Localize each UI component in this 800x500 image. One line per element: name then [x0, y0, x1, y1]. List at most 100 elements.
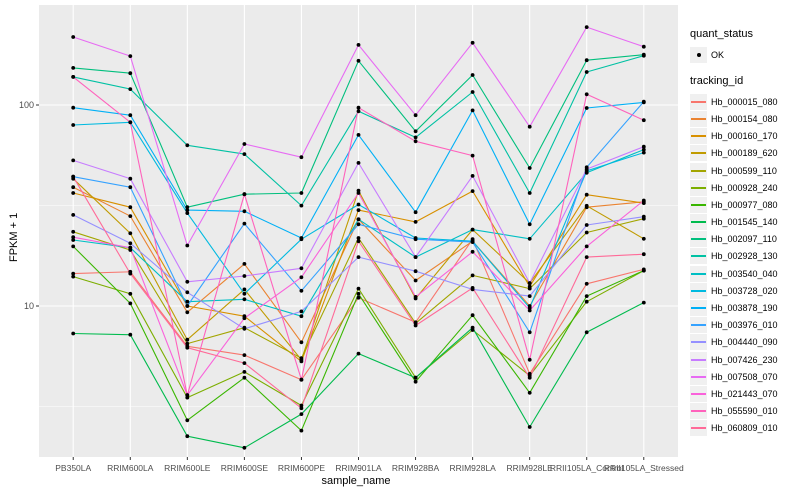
- data-point: [128, 214, 133, 219]
- line-swatch-icon: [690, 214, 707, 231]
- legend-item-label: Hb_000977_080: [711, 199, 778, 210]
- data-point: [641, 252, 646, 257]
- data-point: [185, 434, 190, 439]
- data-point: [413, 129, 418, 134]
- legend-item: Hb_001545_140: [690, 214, 798, 231]
- x-tick-label: RRIM600SE: [220, 463, 269, 473]
- data-point: [584, 203, 589, 208]
- data-point: [185, 304, 190, 308]
- data-point: [527, 425, 532, 429]
- data-point: [242, 375, 247, 380]
- line-swatch-icon: [690, 162, 707, 179]
- data-point: [413, 379, 418, 384]
- data-point: [584, 223, 589, 227]
- data-point: [584, 167, 589, 172]
- data-point: [356, 161, 361, 165]
- legend-item-label: Hb_021443_070: [711, 388, 778, 399]
- data-point: [641, 214, 646, 219]
- data-point: [71, 35, 76, 39]
- data-point: [356, 236, 361, 240]
- data-point: [299, 340, 304, 345]
- data-point: [128, 231, 133, 236]
- data-point: [71, 185, 76, 190]
- legend-item-label: Hb_000015_080: [711, 96, 778, 107]
- data-point: [527, 236, 532, 241]
- legend-item: Hb_000928_240: [690, 179, 798, 196]
- legend-item-label: Hb_002928_130: [711, 251, 778, 262]
- y-axis-title: FPKM + 1: [8, 212, 20, 262]
- x-tick-label: RRIM600LE: [164, 463, 211, 473]
- data-point: [185, 205, 190, 210]
- data-point: [299, 203, 304, 208]
- data-point: [299, 275, 304, 280]
- data-point: [584, 70, 589, 74]
- data-point: [641, 144, 646, 149]
- data-point: [413, 255, 418, 259]
- line-swatch-icon: [690, 265, 707, 282]
- data-point: [128, 176, 133, 181]
- data-point: [527, 357, 532, 362]
- legend-item-label: Hb_000160_170: [711, 131, 778, 142]
- data-point: [527, 390, 532, 395]
- data-point: [185, 243, 190, 248]
- data-point: [71, 274, 76, 279]
- legend-quant-status-section: quant_status OK: [690, 28, 798, 63]
- data-point: [356, 191, 361, 195]
- data-point: [527, 375, 532, 380]
- data-point: [185, 208, 190, 213]
- data-point: [242, 361, 247, 365]
- data-point: [641, 268, 646, 273]
- legend-item-label: Hb_000599_110: [711, 165, 777, 176]
- data-point: [356, 202, 361, 207]
- data-point: [242, 445, 247, 450]
- data-point: [71, 105, 76, 110]
- legend-item-label: OK: [711, 49, 725, 60]
- x-tick-label: RRIM600PE: [277, 463, 326, 473]
- data-point: [527, 191, 532, 195]
- data-point: [128, 71, 133, 76]
- data-point: [413, 278, 418, 283]
- data-point: [413, 375, 418, 380]
- data-point: [527, 308, 532, 313]
- line-swatch-icon: [690, 128, 707, 145]
- data-point: [356, 133, 361, 137]
- data-point: [71, 271, 76, 276]
- line-swatch-icon: [690, 351, 707, 368]
- data-point: [356, 291, 361, 296]
- data-point: [242, 287, 247, 292]
- legend-item-label: Hb_003728_020: [711, 285, 778, 296]
- data-point: [299, 314, 304, 319]
- data-point: [71, 174, 76, 179]
- data-point: [584, 281, 589, 286]
- data-point: [185, 290, 190, 295]
- data-point: [527, 222, 532, 227]
- line-swatch-icon: [690, 93, 707, 110]
- line-swatch-icon: [690, 145, 707, 162]
- legend-item: Hb_021443_070: [690, 385, 798, 402]
- data-point: [242, 291, 247, 296]
- data-point: [128, 271, 133, 276]
- legend-item: Hb_007426_230: [690, 351, 798, 368]
- legend-item: Hb_060809_010: [690, 420, 798, 437]
- data-point: [527, 166, 532, 170]
- data-point: [641, 150, 646, 155]
- data-point: [71, 158, 76, 163]
- data-point: [584, 192, 589, 197]
- data-point: [299, 191, 304, 195]
- data-point: [128, 54, 133, 58]
- data-point: [413, 139, 418, 144]
- legend-item-label: Hb_000928_240: [711, 182, 778, 193]
- data-point: [413, 295, 418, 299]
- y-tick-label: 100: [18, 100, 34, 110]
- data-point: [71, 229, 76, 234]
- data-point: [584, 299, 589, 304]
- data-point: [185, 393, 190, 398]
- data-point: [584, 25, 589, 29]
- data-point: [641, 44, 646, 49]
- data-point: [299, 403, 304, 408]
- x-tick-label: RRIM928LA: [449, 463, 496, 473]
- data-point: [470, 227, 475, 232]
- data-point: [242, 297, 247, 302]
- data-point: [584, 58, 589, 63]
- x-tick-label: RRII105LA_Control: [549, 463, 624, 473]
